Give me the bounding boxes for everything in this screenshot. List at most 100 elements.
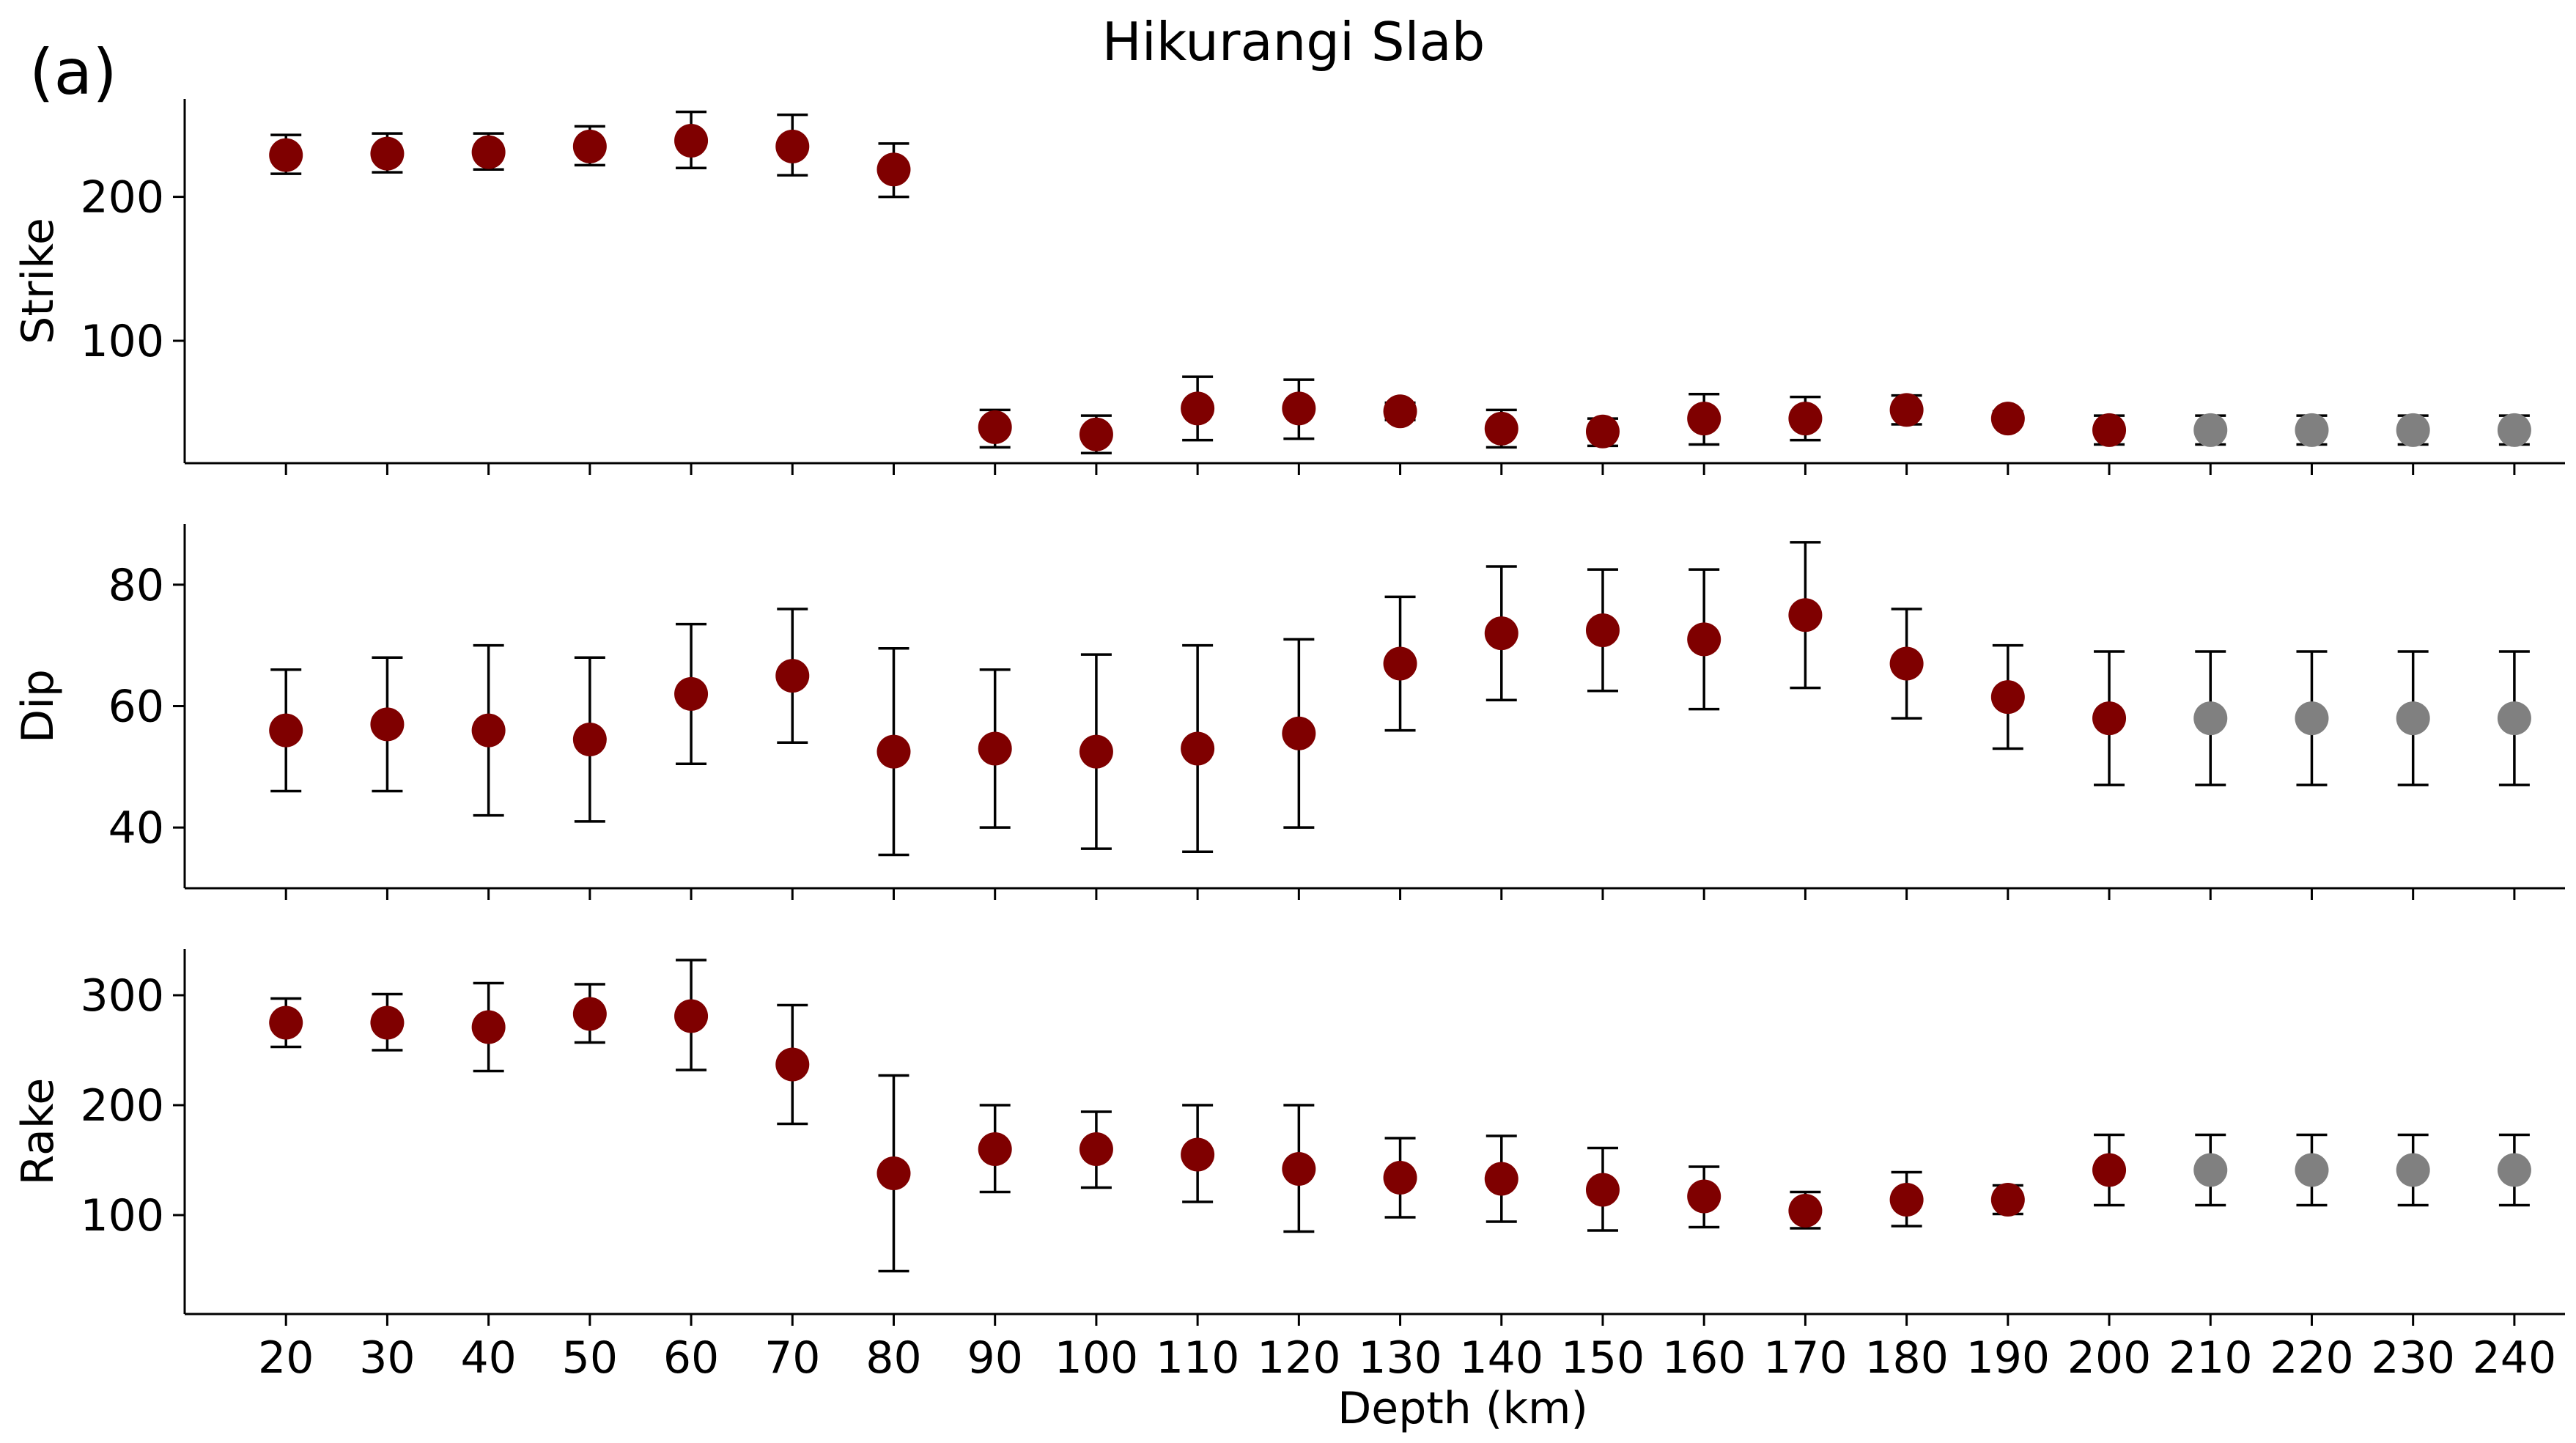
y-tick-label: 300 <box>80 970 164 1022</box>
data-point <box>1484 616 1518 651</box>
data-point <box>1889 393 1924 427</box>
x-tick-label: 140 <box>1460 1332 1544 1384</box>
data-point <box>2497 701 2531 736</box>
data-point <box>370 1005 405 1040</box>
data-point <box>1788 1194 1823 1228</box>
data-point <box>2295 413 2329 447</box>
data-point <box>2396 701 2430 736</box>
data-point <box>370 707 405 742</box>
data-point <box>978 410 1012 444</box>
data-point <box>2092 413 2127 447</box>
data-point <box>2497 1153 2531 1187</box>
data-point <box>2193 1153 2228 1187</box>
data-point <box>978 1132 1012 1166</box>
x-tick-label: 220 <box>2270 1332 2354 1384</box>
data-point <box>1079 734 1113 769</box>
y-tick-label: 80 <box>108 560 164 611</box>
data-point <box>1484 1162 1518 1196</box>
x-tick-label: 120 <box>1257 1332 1341 1384</box>
data-point <box>2193 701 2228 736</box>
data-point <box>876 734 911 769</box>
data-point <box>876 1156 911 1190</box>
data-point <box>1788 598 1823 632</box>
data-point <box>471 1010 506 1044</box>
data-point <box>572 723 607 757</box>
data-point <box>2295 701 2329 736</box>
y-tick-label: 60 <box>108 682 164 733</box>
y-tick-label: 100 <box>80 316 164 367</box>
x-tick-label: 90 <box>967 1332 1023 1384</box>
y-axis-label: Rake <box>12 1078 64 1186</box>
data-point <box>775 129 810 163</box>
data-point <box>1990 402 2025 436</box>
x-axis-label: Depth (km) <box>1337 1383 1588 1434</box>
data-point <box>1383 646 1417 681</box>
y-tick-label: 40 <box>108 802 164 854</box>
data-point <box>876 152 911 187</box>
x-tick-label: 20 <box>258 1332 314 1384</box>
x-tick-label: 130 <box>1358 1332 1442 1384</box>
x-tick-label: 110 <box>1156 1332 1240 1384</box>
data-point <box>1687 402 1721 436</box>
data-point <box>1383 394 1417 429</box>
data-point <box>269 138 303 172</box>
y-tick-label: 200 <box>80 1080 164 1132</box>
data-point <box>2497 413 2531 447</box>
data-point <box>775 1047 810 1082</box>
data-point <box>1990 680 2025 715</box>
data-point <box>2092 701 2127 736</box>
data-point <box>2193 413 2228 447</box>
data-point <box>370 136 405 171</box>
x-tick-label: 200 <box>2067 1332 2152 1384</box>
data-point <box>1585 1173 1620 1207</box>
data-point <box>1889 1183 1924 1217</box>
y-axis-label: Strike <box>12 218 64 344</box>
data-point <box>471 135 506 169</box>
data-point <box>775 659 810 693</box>
data-point <box>1181 391 1215 426</box>
x-tick-label: 70 <box>764 1332 820 1384</box>
data-point <box>269 1005 303 1040</box>
data-point <box>572 997 607 1031</box>
data-point <box>269 713 303 748</box>
y-tick-label: 200 <box>80 172 164 224</box>
data-point <box>674 123 709 158</box>
data-point <box>978 731 1012 766</box>
x-tick-label: 80 <box>866 1332 921 1384</box>
panel-strike: 100 200 Strike <box>12 99 2565 475</box>
data-point <box>1282 391 1316 426</box>
data-point <box>1687 622 1721 657</box>
panel-dip: 40 60 80 Dip <box>12 524 2565 900</box>
data-point <box>1990 1183 2025 1217</box>
data-point <box>1484 411 1518 446</box>
data-point <box>572 129 607 163</box>
data-point <box>1282 1152 1316 1186</box>
data-point <box>1079 1132 1113 1166</box>
data-point <box>1889 646 1924 681</box>
y-axis-label: Dip <box>12 669 64 743</box>
x-tick-label: 160 <box>1662 1332 1746 1384</box>
data-point <box>2396 413 2430 447</box>
data-point <box>1181 1137 1215 1172</box>
panel-rake: 100 200 300 20 30 40 50 60 70 80 90 100 110 120 130 140… <box>12 949 2565 1434</box>
x-tick-label: 60 <box>663 1332 719 1384</box>
x-tick-label: 150 <box>1561 1332 1645 1384</box>
x-tick-label: 240 <box>2473 1332 2557 1384</box>
x-tick-label: 180 <box>1864 1332 1949 1384</box>
data-point <box>1282 716 1316 750</box>
data-point <box>1585 414 1620 449</box>
data-point <box>2092 1153 2127 1187</box>
data-point <box>1181 731 1215 766</box>
data-point <box>2295 1153 2329 1187</box>
x-tick-label: 100 <box>1055 1332 1139 1384</box>
x-tick-label: 170 <box>1763 1332 1848 1384</box>
data-point <box>1383 1161 1417 1195</box>
data-point <box>674 999 709 1033</box>
y-tick-label: 100 <box>80 1190 164 1241</box>
data-point <box>1585 613 1620 647</box>
x-tick-label: 230 <box>2371 1332 2455 1384</box>
x-tick-label: 190 <box>1966 1332 2051 1384</box>
data-point <box>471 713 506 748</box>
